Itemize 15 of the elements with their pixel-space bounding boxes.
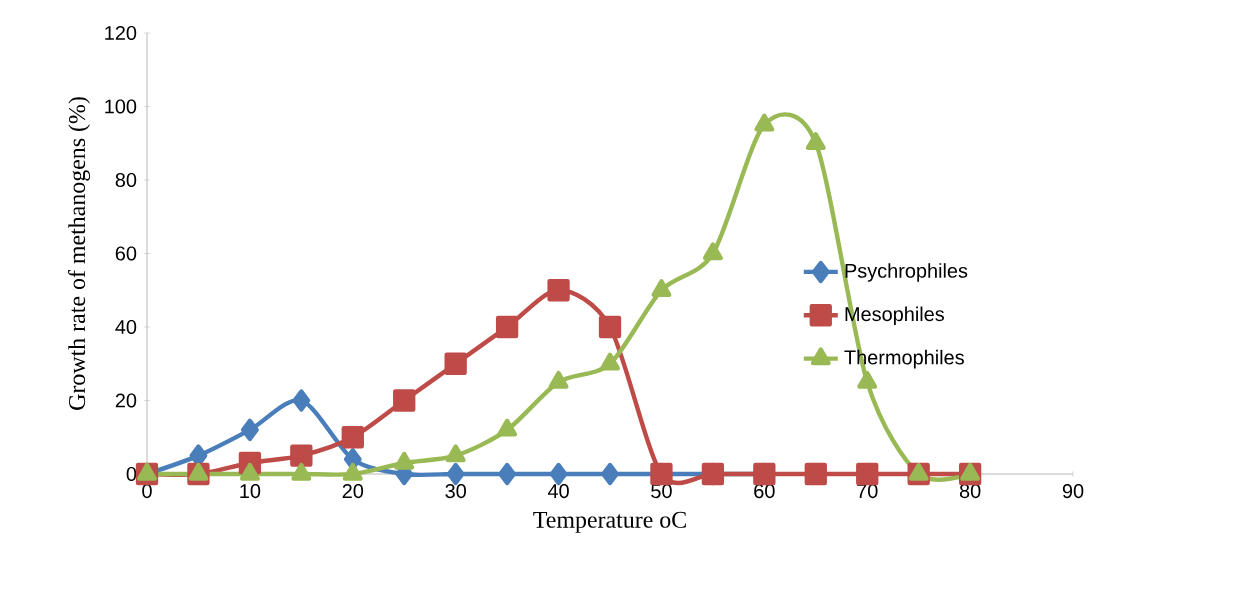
y-tick-label: 0: [126, 466, 137, 482]
y-tick-label: 60: [115, 246, 137, 261]
y-tick-label: 100: [105, 99, 137, 114]
y-tick-label: 80: [115, 172, 137, 188]
x-tick-label: 30: [445, 484, 466, 499]
y-tick-label: 40: [115, 319, 137, 335]
y-axis-title: Growth rate of methanogens (%): [68, 97, 91, 410]
x-tick-label: 10: [240, 484, 261, 499]
legend-label: Psychrophiles: [845, 263, 968, 282]
x-tick-label: 90: [1062, 484, 1084, 499]
y-tick-label: 120: [105, 25, 137, 41]
x-axis-title: Temperature oC: [533, 511, 686, 533]
x-tick-label: 40: [547, 484, 569, 499]
y-tick-label: 20: [115, 393, 137, 408]
x-tick-label: 20: [342, 484, 364, 499]
